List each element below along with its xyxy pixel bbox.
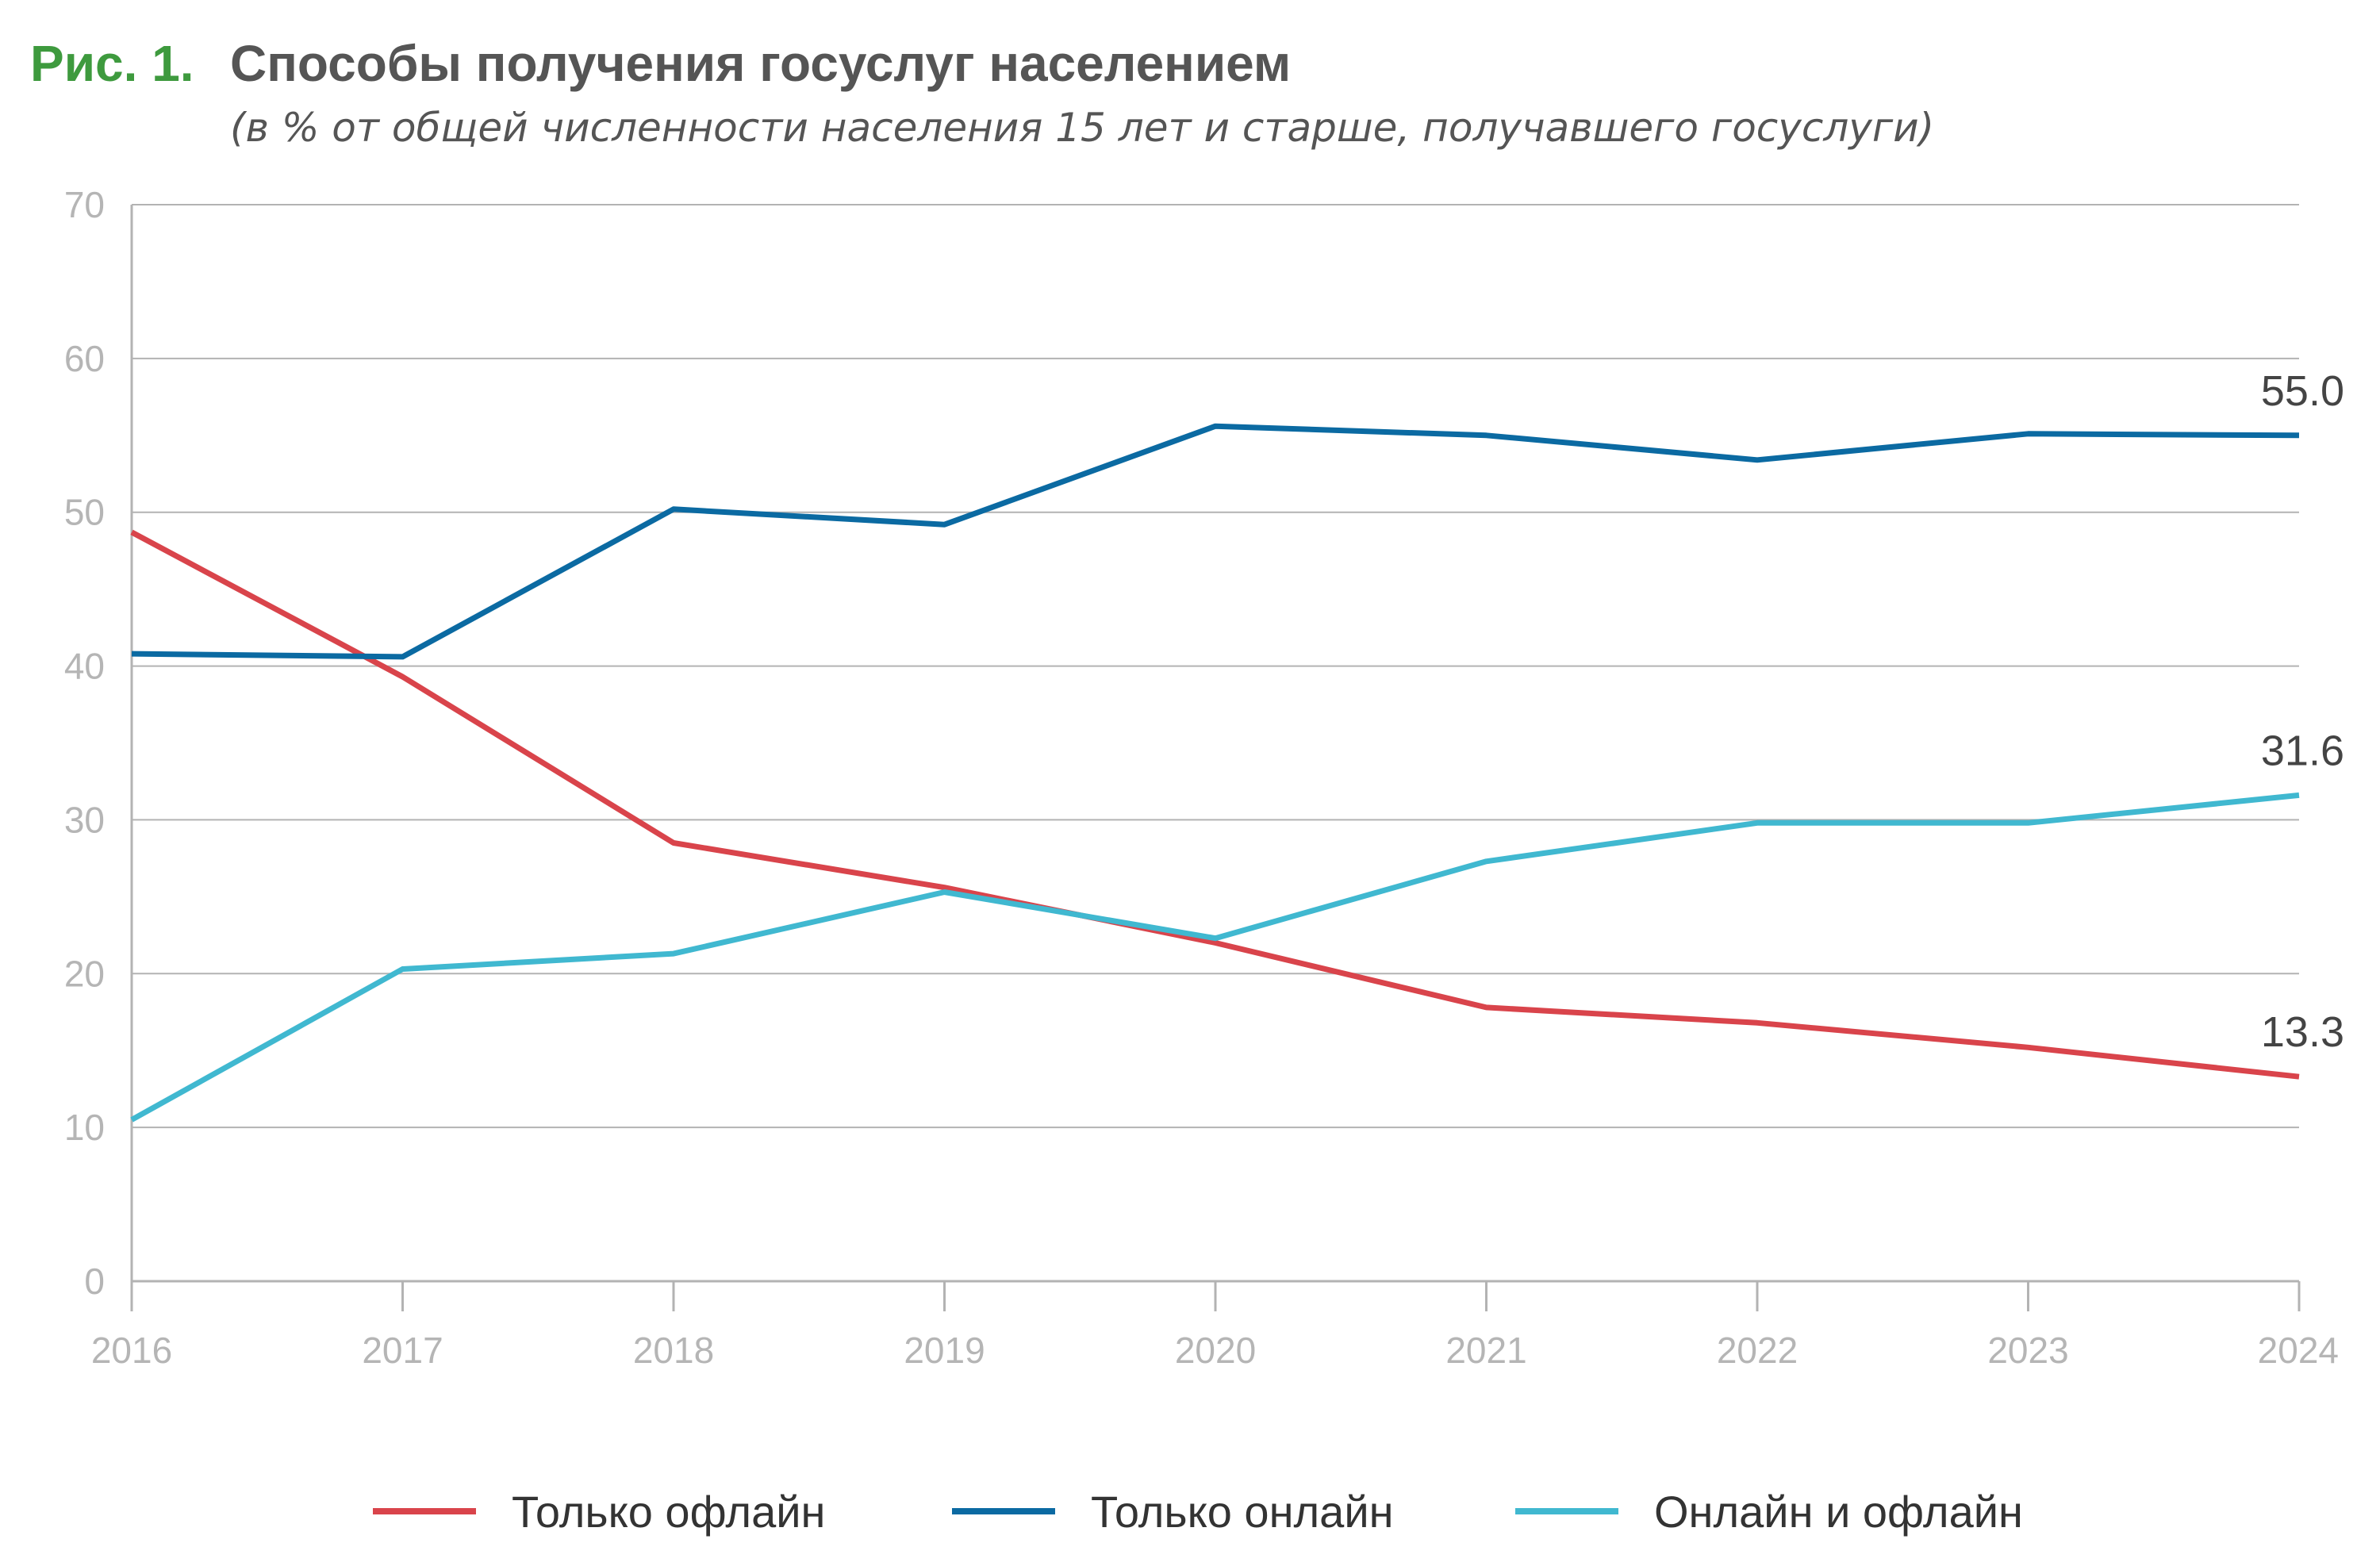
series-line-0 — [130, 529, 2300, 1080]
axes: 0 10 20 30 40 50 60 70 2016 2017 2018 2019 2020 2021 2… — [64, 184, 2339, 1371]
y-tick-label: 30 — [64, 799, 105, 840]
x-tick-label: 2021 — [1445, 1330, 1526, 1371]
figure-label: Рис. 1. — [30, 35, 194, 92]
y-tick-label: 0 — [84, 1261, 105, 1302]
series-line-2 — [130, 792, 2300, 1123]
y-tick-label: 40 — [64, 646, 105, 687]
data-label-2: 31.6 — [2261, 727, 2344, 774]
y-tick-label: 20 — [64, 953, 105, 994]
y-tick-label: 60 — [64, 338, 105, 379]
x-tick-label: 2018 — [633, 1330, 714, 1371]
end-labels: 13.3 55.0 31.6 — [2261, 367, 2344, 1056]
x-tick-label: 2019 — [904, 1330, 985, 1371]
data-label-1: 55.0 — [2261, 367, 2344, 415]
x-tick-label: 2020 — [1175, 1330, 1256, 1371]
x-tick-label: 2023 — [1987, 1330, 2068, 1371]
data-label-0: 13.3 — [2261, 1008, 2344, 1056]
series-line-1 — [131, 423, 2300, 660]
x-tick-label: 2022 — [1717, 1330, 1798, 1371]
chart-title: Способы получения госуслуг населением — [230, 35, 1291, 92]
x-tick-label: 2024 — [2258, 1330, 2339, 1371]
y-tick-label: 50 — [64, 492, 105, 533]
y-tick-label: 70 — [64, 184, 105, 225]
legend-label-2: Онлайн и офлайн — [1654, 1487, 2023, 1537]
x-tick-label: 2017 — [362, 1330, 443, 1371]
legend-label-1: Только онлайн — [1091, 1487, 1394, 1537]
chart-subtitle: (в % от общей численности населения 15 л… — [230, 105, 1934, 151]
legend: Только офлайн Только онлайн Онлайн и офлай… — [373, 1487, 2023, 1537]
x-tick-label: 2016 — [91, 1330, 172, 1371]
y-tick-label: 10 — [64, 1107, 105, 1148]
series-lines — [130, 423, 2300, 1123]
legend-label-0: Только офлайн — [512, 1487, 825, 1537]
grid-lines — [132, 204, 2299, 1129]
